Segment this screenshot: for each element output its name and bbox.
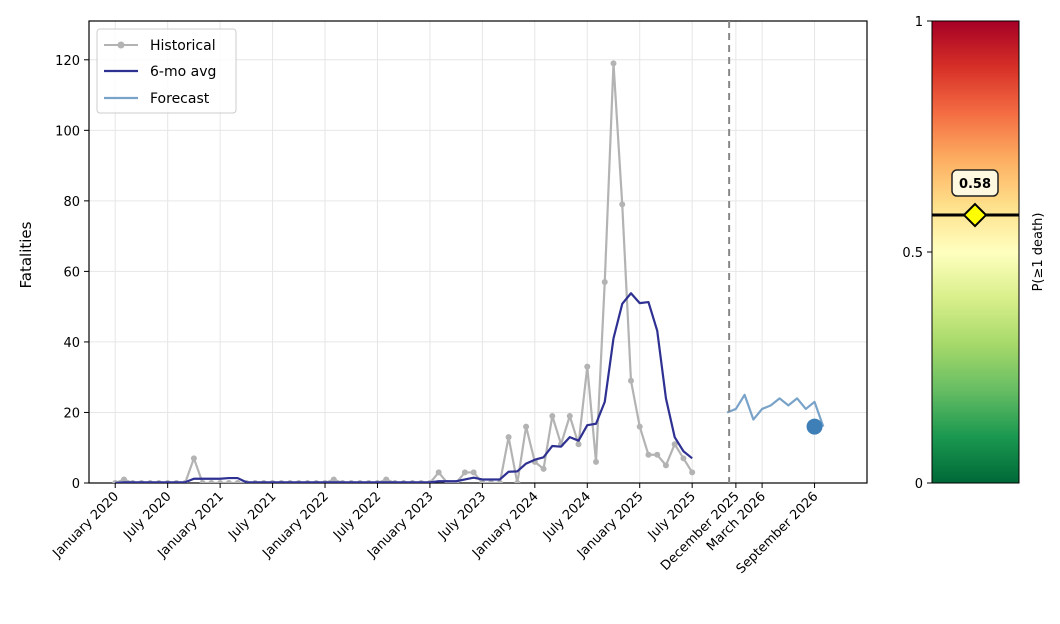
colorbar-ticks: 00.51 (902, 15, 932, 492)
historical-point (662, 462, 669, 469)
historical-point (435, 469, 442, 476)
colorbar-gradient (931, 20, 1020, 484)
y-tick-label: 40 (63, 336, 80, 351)
series-forecast-line (726, 393, 825, 427)
y-tick-label: 20 (63, 406, 80, 421)
x-tick-label: July 2020 (120, 489, 174, 543)
historical-point (645, 451, 652, 458)
probability-value: 0.58 (959, 177, 991, 192)
historical-point (479, 480, 486, 483)
y-tick-label: 80 (63, 195, 80, 210)
x-tick-label: July 2022 (330, 489, 384, 543)
colorbar-tick-label: 0.5 (902, 246, 923, 261)
series-6mo-avg-line (115, 292, 693, 483)
colorbar-label: P(≥1 death) (1031, 213, 1046, 292)
historical-point (120, 476, 127, 483)
historical-point (566, 412, 573, 419)
colorbar-tick-label: 1 (915, 15, 923, 30)
probability-marker (962, 202, 988, 228)
historical-point (540, 465, 547, 472)
legend-label-historical: Historical (150, 38, 216, 54)
historical-point (523, 423, 530, 430)
forecast-endpoint (806, 418, 823, 435)
historical-point (505, 434, 512, 441)
historical-point (199, 480, 206, 483)
probability-badge (951, 169, 999, 197)
colorbar-tick-label: 0 (915, 477, 923, 492)
probability-colorbar: 00.51 0.58 P(≥1 death) (902, 15, 1046, 492)
historical-point (610, 60, 617, 67)
historical-point (208, 480, 215, 483)
historical-point (234, 480, 241, 483)
y-axis-ticks: 0 20 40 60 80 100 120 (55, 54, 89, 492)
x-tick-label: July 2021 (225, 489, 279, 543)
x-tick-label: January 2020 (50, 489, 122, 561)
historical-point (383, 476, 390, 483)
series-layer (112, 21, 825, 483)
x-tick-label: July 2024 (540, 489, 594, 543)
legend-label-avg: 6-mo avg (150, 64, 216, 80)
grid-lines (89, 21, 867, 484)
y-tick-label: 60 (63, 265, 80, 280)
historical-point (654, 451, 661, 458)
historical-point (584, 363, 591, 370)
historical-point (470, 469, 477, 476)
axes (88, 20, 868, 484)
historical-point (488, 480, 495, 483)
historical-point (549, 412, 556, 419)
legend-marker-historical (117, 41, 125, 49)
y-tick-label: 120 (55, 54, 80, 69)
historical-point (593, 458, 600, 465)
historical-point (514, 480, 521, 483)
historical-point (575, 441, 582, 448)
y-tick-label: 100 (55, 124, 80, 139)
historical-point (330, 476, 337, 483)
historical-point (461, 469, 468, 476)
y-axis-label: Fatalities (17, 221, 35, 288)
historical-point (680, 455, 687, 462)
legend-label-forecast: Forecast (150, 91, 210, 107)
historical-point (601, 278, 608, 285)
series-historical-line (114, 62, 694, 483)
historical-point (671, 441, 678, 448)
legend: Historical 6-mo avg Forecast (96, 28, 237, 114)
historical-point (636, 423, 643, 430)
historical-point (689, 469, 696, 476)
historical-point (619, 201, 626, 208)
y-tick-label: 0 (72, 477, 80, 492)
historical-point (496, 480, 503, 483)
historical-point (190, 455, 197, 462)
historical-point (225, 480, 232, 483)
x-tick-label: July 2023 (435, 489, 489, 543)
plot-frame (88, 20, 868, 484)
historical-point (627, 377, 634, 384)
legend-box (96, 28, 237, 114)
historical-point (217, 480, 224, 483)
